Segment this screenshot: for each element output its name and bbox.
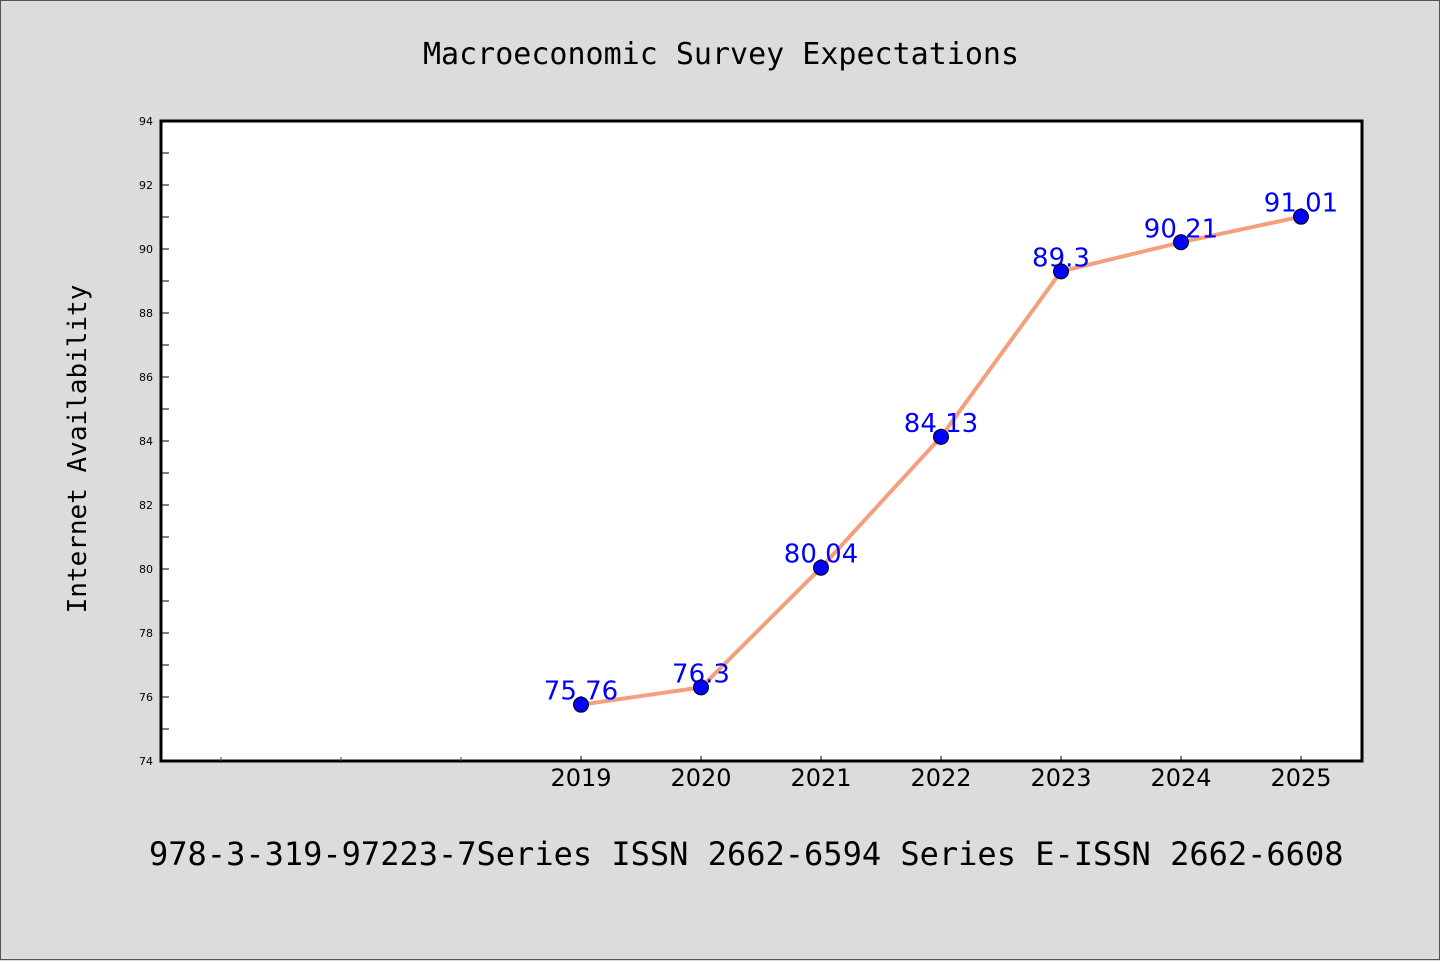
y-tick-label: 82 [139,499,153,512]
y-tick-label: 88 [139,307,153,320]
chart-title: Macroeconomic Survey Expectations [423,37,1019,72]
data-point [1293,208,1309,225]
y-tick-label: 92 [139,179,153,192]
y-tick-label: 84 [139,435,153,448]
y-tick-label: 94 [139,115,153,128]
x-tick-label: 2021 [790,764,851,792]
data-point [813,559,829,576]
y-tick-label: 86 [139,371,153,384]
y-tick-label: 90 [139,243,153,256]
x-tick-label: 2023 [1030,764,1091,792]
y-axis: 74 76 78 80 82 84 86 88 90 92 94 [139,115,169,768]
data-point [1053,263,1069,280]
y-tick-label: 78 [139,627,153,640]
x-tick-label: 2025 [1270,764,1331,792]
y-tick-label: 76 [139,691,153,704]
data-point [693,679,709,696]
y-tick-label: 74 [139,755,153,768]
x-tick-label: 2022 [910,764,971,792]
x-axis: 2019 2020 2021 2022 2023 2024 2025 [220,756,1332,792]
x-tick-label: 2020 [670,764,731,792]
x-tick-label: 2024 [1150,764,1211,792]
y-axis-label: Internet Availability [63,285,93,614]
data-point [573,696,589,713]
footer-text: 978-3-319-97223-7Series ISSN 2662-6594 S… [149,835,1343,873]
y-tick-label: 80 [139,563,153,576]
data-point [933,428,949,445]
data-point [1173,234,1189,251]
plot-area [159,119,1364,763]
x-tick-label: 2019 [550,764,611,792]
